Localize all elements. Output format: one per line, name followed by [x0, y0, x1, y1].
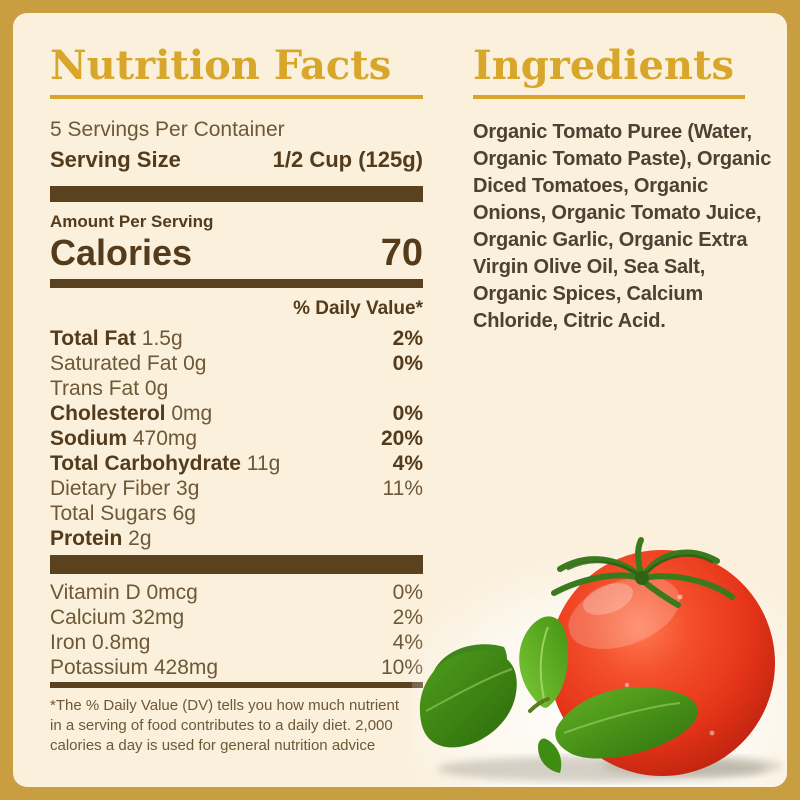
nutrient-row: Potassium 428mg 10% [50, 655, 423, 680]
nutrient-percent: 4% [392, 452, 423, 475]
nutrient-rows: Total Fat 1.5g 2% Saturated Fat 0g 0% Trans … [50, 326, 423, 551]
nutrient-name: Saturated Fat 0g [50, 352, 207, 375]
thick-rule [50, 186, 423, 202]
tomato-stem-detail [566, 554, 714, 579]
daily-value-header: % Daily Value* [293, 298, 423, 319]
nutrient-name: Protein 2g [50, 527, 152, 550]
nutrient-row: Total Fat 1.5g 2% [50, 326, 423, 351]
servings-per-container: 5 Servings Per Container [50, 118, 285, 141]
nutrient-name: Cholesterol 0mg [50, 402, 213, 425]
serving-size-row: Serving Size 1/2 Cup (125g) [50, 146, 423, 174]
nutrient-row: Cholesterol 0mg 0% [50, 401, 423, 426]
nutrient-name: Iron 0.8mg [50, 631, 151, 654]
nutrient-name: Sodium 470mg [50, 427, 198, 450]
nutrient-name: Potassium 428mg [50, 656, 219, 679]
ingredients-text: Organic Tomato Puree (Water, Organic Tom… [473, 121, 772, 332]
nutrient-name: Vitamin D 0mcg [50, 581, 198, 604]
serving-size-label: Serving Size [50, 147, 181, 172]
calories-label: Calories [50, 232, 193, 273]
nutrient-percent: 2% [392, 327, 423, 350]
title-underline [473, 95, 745, 99]
nutrient-name: Total Sugars 6g [50, 502, 196, 525]
nutrient-name: Trans Fat 0g [50, 377, 169, 400]
daily-value-footnote: *The % Daily Value (DV) tells you how mu… [50, 697, 400, 754]
nutrition-facts-title: Nutrition Facts [50, 42, 392, 89]
nutrient-row: Iron 0.8mg 4% [50, 630, 423, 655]
nutrient-percent: 0% [392, 402, 423, 425]
nutrient-row: Total Sugars 6g [50, 501, 423, 526]
nutrient-row: Dietary Fiber 3g 11% [50, 476, 423, 501]
nutrition-facts-section: Nutrition Facts 5 Servings Per Container… [50, 44, 423, 756]
nutrient-name: Calcium 32mg [50, 606, 185, 629]
ingredients-section: Ingredients Organic Tomato Puree (Water,… [473, 44, 773, 335]
serving-size-value: 1/2 Cup (125g) [272, 147, 423, 172]
nutrient-row: Calcium 32mg 2% [50, 605, 423, 630]
vitamin-rows: Vitamin D 0mcg 0% Calcium 32mg 2% Iron 0.8mg… [50, 580, 423, 680]
nutrient-percent: 0% [392, 352, 423, 375]
nutrient-row: Vitamin D 0mcg 0% [50, 580, 423, 605]
amount-per-serving-label: Amount Per Serving [50, 212, 214, 231]
tomato-basil-photo [412, 535, 787, 787]
tomato-stem-center [635, 571, 649, 585]
nutrient-name: Total Carbohydrate 11g [50, 452, 281, 475]
nutrient-name: Dietary Fiber 3g [50, 477, 200, 500]
nutrient-row: Trans Fat 0g [50, 376, 423, 401]
nutrient-percent: 20% [380, 427, 423, 450]
nutrient-row: Saturated Fat 0g 0% [50, 351, 423, 376]
nutrient-row: Total Carbohydrate 11g 4% [50, 451, 423, 476]
calories-row: Calories 70 [50, 232, 423, 274]
label-panel: Nutrition Facts 5 Servings Per Container… [13, 13, 787, 787]
ingredients-title: Ingredients [473, 42, 734, 89]
nutrient-row: Protein 2g [50, 526, 423, 551]
basil-leaves [419, 616, 698, 773]
thick-rule [50, 555, 423, 574]
nutrient-name: Total Fat 1.5g [50, 327, 183, 350]
nutrient-row: Sodium 470mg 20% [50, 426, 423, 451]
title-underline [50, 95, 423, 99]
calories-value: 70 [380, 232, 423, 274]
medium-rule [50, 279, 423, 288]
thin-rule [50, 682, 423, 688]
nutrient-percent: 11% [382, 477, 423, 500]
